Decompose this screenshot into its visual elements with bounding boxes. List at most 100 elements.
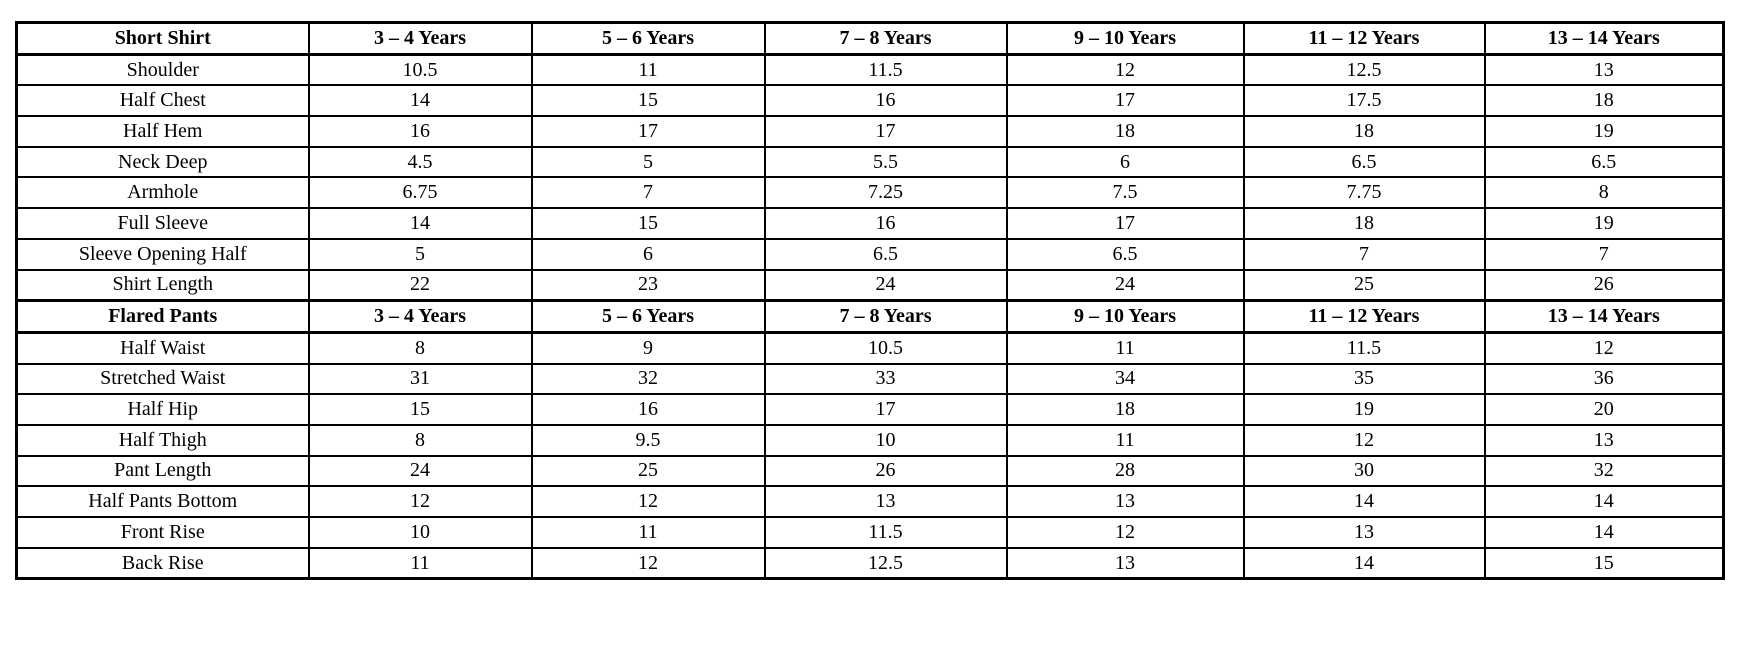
value-cell: 16: [307, 115, 533, 148]
value-cell: 18: [1005, 393, 1245, 426]
value-cell: 9.5: [530, 423, 766, 457]
row-label-cell: Front Rise: [15, 516, 310, 549]
value-cell: 6: [530, 237, 766, 271]
column-header-cell: 13 – 14 Years: [1483, 299, 1725, 334]
table-row: Half Hem 16 17 17 18 18 19: [15, 115, 1725, 148]
row-label-cell: Armhole: [15, 176, 310, 210]
value-cell: 17: [763, 115, 1008, 148]
value-cell: 6.5: [1005, 237, 1245, 271]
section-header-row: Short Shirt 3 – 4 Years 5 – 6 Years 7 – 8 Y…: [15, 21, 1725, 56]
value-cell: 6: [1005, 145, 1245, 179]
value-cell: 8: [307, 331, 533, 365]
section-header-row: Flared Pants 3 – 4 Years 5 – 6 Years 7 – 8 …: [15, 299, 1725, 334]
value-cell: 4.5: [307, 145, 533, 179]
table-row: Half Pants Bottom 12 12 13 13 14 14: [15, 485, 1725, 518]
value-cell: 18: [1242, 115, 1486, 148]
size-chart-table: Short Shirt 3 – 4 Years 5 – 6 Years 7 – 8 Y…: [15, 21, 1725, 581]
table-row: Pant Length 24 25 26 28 30 32: [15, 454, 1725, 488]
value-cell: 17.5: [1242, 84, 1486, 118]
value-cell: 12: [307, 485, 533, 518]
value-cell: 13: [1005, 485, 1245, 518]
value-cell: 24: [307, 454, 533, 488]
value-cell: 11: [530, 53, 766, 87]
value-cell: 16: [530, 393, 766, 426]
size-chart-body: Short Shirt 3 – 4 Years 5 – 6 Years 7 – 8 Y…: [15, 21, 1725, 580]
value-cell: 16: [763, 207, 1008, 240]
value-cell: 28: [1005, 454, 1245, 488]
value-cell: 18: [1483, 84, 1725, 118]
value-cell: 7: [530, 176, 766, 210]
table-row: Half Hip 15 16 17 18 19 20: [15, 393, 1725, 426]
value-cell: 6.5: [1242, 145, 1486, 179]
column-header-cell: 5 – 6 Years: [530, 299, 766, 334]
value-cell: 19: [1242, 393, 1486, 426]
row-label-cell: Half Thigh: [15, 423, 310, 457]
row-label-cell: Sleeve Opening Half: [15, 237, 310, 271]
row-label-cell: Full Sleeve: [15, 207, 310, 240]
value-cell: 14: [1483, 516, 1725, 549]
value-cell: 12: [1483, 331, 1725, 365]
value-cell: 7.5: [1005, 176, 1245, 210]
value-cell: 7: [1242, 237, 1486, 271]
value-cell: 9: [530, 331, 766, 365]
value-cell: 32: [530, 362, 766, 396]
column-header-cell: 5 – 6 Years: [530, 21, 766, 56]
column-header-cell: 7 – 8 Years: [763, 299, 1008, 334]
column-header-cell: 9 – 10 Years: [1005, 21, 1245, 56]
row-label-cell: Half Pants Bottom: [15, 485, 310, 518]
row-label-cell: Shoulder: [15, 53, 310, 87]
value-cell: 26: [1483, 268, 1725, 302]
row-label-cell: Pant Length: [15, 454, 310, 488]
column-header-cell: 11 – 12 Years: [1242, 21, 1486, 56]
column-header-cell: 11 – 12 Years: [1242, 299, 1486, 334]
column-header-cell: 13 – 14 Years: [1483, 21, 1725, 56]
value-cell: 7.75: [1242, 176, 1486, 210]
value-cell: 14: [1483, 485, 1725, 518]
table-row: Half Waist 8 9 10.5 11 11.5 12: [15, 331, 1725, 365]
value-cell: 11: [1005, 331, 1245, 365]
table-row: Full Sleeve 14 15 16 17 18 19: [15, 207, 1725, 240]
value-cell: 12: [530, 485, 766, 518]
value-cell: 20: [1483, 393, 1725, 426]
value-cell: 12: [1005, 53, 1245, 87]
value-cell: 18: [1005, 115, 1245, 148]
value-cell: 12: [530, 546, 766, 580]
table-row: Shirt Length 22 23 24 24 25 26: [15, 268, 1725, 302]
value-cell: 12: [1242, 423, 1486, 457]
row-label-cell: Stretched Waist: [15, 362, 310, 396]
table-row: Neck Deep 4.5 5 5.5 6 6.5 6.5: [15, 145, 1725, 179]
value-cell: 5: [307, 237, 533, 271]
row-label-cell: Half Hem: [15, 115, 310, 148]
value-cell: 12: [1005, 516, 1245, 549]
column-header-cell: 7 – 8 Years: [763, 21, 1008, 56]
value-cell: 15: [530, 207, 766, 240]
value-cell: 12.5: [1242, 53, 1486, 87]
value-cell: 12.5: [763, 546, 1008, 580]
column-header-cell: 3 – 4 Years: [307, 21, 533, 56]
value-cell: 26: [763, 454, 1008, 488]
value-cell: 6.5: [1483, 145, 1725, 179]
value-cell: 10: [763, 423, 1008, 457]
value-cell: 6.75: [307, 176, 533, 210]
size-chart: Short Shirt 3 – 4 Years 5 – 6 Years 7 – 8 Y…: [15, 21, 1725, 581]
value-cell: 11: [530, 516, 766, 549]
row-label-cell: Half Chest: [15, 84, 310, 118]
table-row: Armhole 6.75 7 7.25 7.5 7.75 8: [15, 176, 1725, 210]
value-cell: 35: [1242, 362, 1486, 396]
value-cell: 14: [1242, 485, 1486, 518]
row-label-cell: Back Rise: [15, 546, 310, 580]
value-cell: 8: [307, 423, 533, 457]
row-label-cell: Neck Deep: [15, 145, 310, 179]
value-cell: 30: [1242, 454, 1486, 488]
table-row: Half Thigh 8 9.5 10 11 12 13: [15, 423, 1725, 457]
value-cell: 13: [763, 485, 1008, 518]
value-cell: 31: [307, 362, 533, 396]
value-cell: 13: [1483, 53, 1725, 87]
value-cell: 15: [530, 84, 766, 118]
value-cell: 15: [307, 393, 533, 426]
section-title-cell: Short Shirt: [15, 21, 310, 56]
value-cell: 10: [307, 516, 533, 549]
value-cell: 11.5: [763, 516, 1008, 549]
value-cell: 17: [1005, 207, 1245, 240]
section-title-cell: Flared Pants: [15, 299, 310, 334]
